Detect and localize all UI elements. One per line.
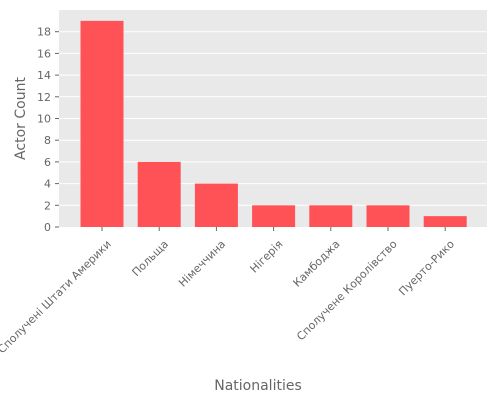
gridlines <box>59 31 487 206</box>
y-tick-label: 8 <box>44 134 51 147</box>
y-tick-label: 0 <box>44 221 51 234</box>
y-tick-label: 18 <box>37 26 51 39</box>
bar <box>194 183 238 227</box>
y-tick-label: 4 <box>44 178 51 191</box>
y-tick-label: 6 <box>44 156 51 169</box>
bar <box>80 20 124 227</box>
y-tick-label: 14 <box>37 69 51 82</box>
x-tick-label: Німеччина <box>176 238 228 290</box>
bar <box>423 216 467 227</box>
x-tick-label: Нігерія <box>248 238 286 276</box>
x-tick-label: Камбоджа <box>291 238 343 290</box>
bars <box>80 20 467 227</box>
y-tick-label: 16 <box>37 47 51 60</box>
y-tick-label: 2 <box>44 199 51 212</box>
bar <box>252 205 296 227</box>
x-tick-label: Пуерто-Рико <box>396 237 457 298</box>
x-tick-label: Польща <box>130 238 171 279</box>
x-tick-label: Сполучене Королівство <box>294 237 400 343</box>
y-tick-label: 10 <box>37 113 51 126</box>
y-axis-label: Actor Count <box>13 77 29 160</box>
bar <box>366 205 410 227</box>
x-axis-ticks: Сполучені Штати Америки Польща Німеччина Ні… <box>0 227 457 356</box>
bar <box>137 161 181 227</box>
x-tick-label: Сполучені Штати Америки <box>0 238 114 357</box>
bar <box>309 205 353 227</box>
y-tick-label: 12 <box>37 91 51 104</box>
y-axis-ticks: 0 2 4 6 8 10 12 14 16 18 <box>37 26 59 234</box>
x-axis-label: Nationalities <box>214 378 302 394</box>
